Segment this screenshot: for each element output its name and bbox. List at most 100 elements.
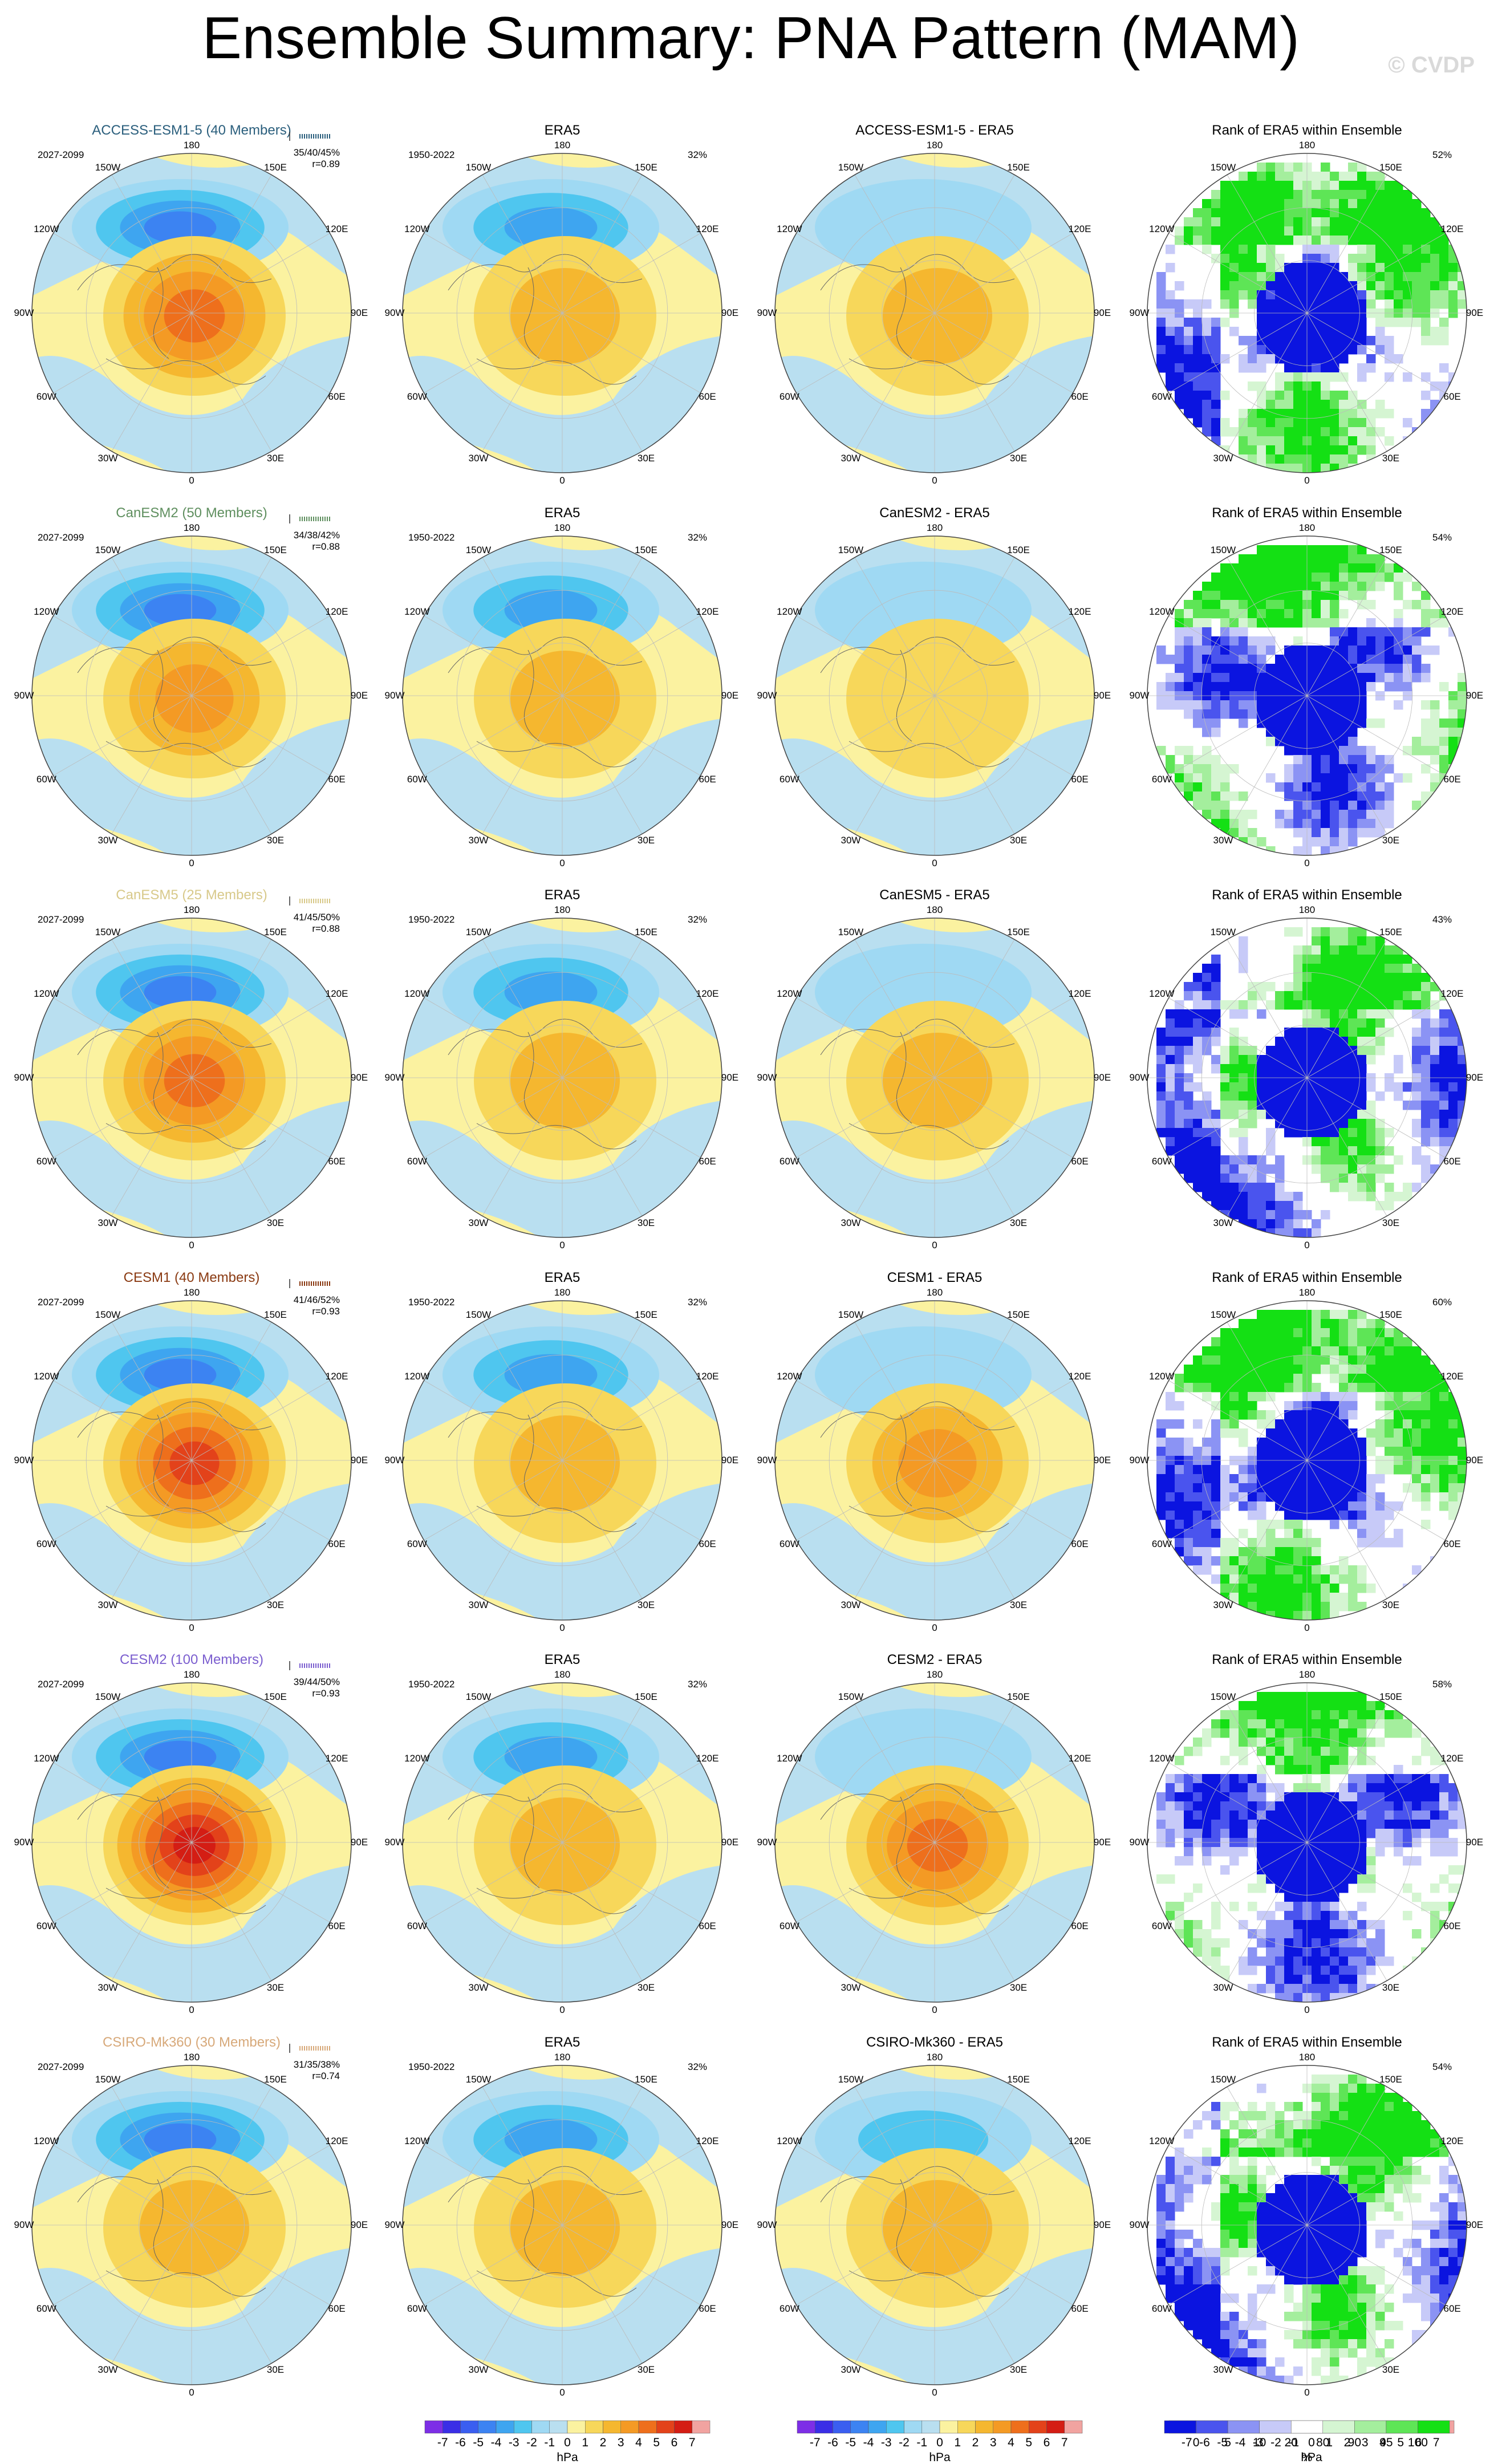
lon-label-30w: 30W	[834, 453, 868, 463]
lon-label-120w: 120W	[772, 989, 806, 998]
map-obs-row-6	[391, 2054, 733, 2396]
lon-label-0: 0	[174, 476, 209, 485]
lon-label-30w: 30W	[834, 1600, 868, 1610]
lon-label-30e: 30E	[629, 1218, 663, 1228]
lon-label-120e: 120E	[320, 2136, 354, 2146]
lon-label-150e: 150E	[629, 1692, 663, 1702]
hpa-colorbar-tick-label: -4	[489, 2437, 503, 2449]
map-model-row-6	[21, 2054, 363, 2396]
panel-title: CanESM5 - ERA5	[746, 887, 1123, 903]
hpa-colorbar-tick-label: 3	[987, 2437, 1000, 2449]
panel-title: CESM2 - ERA5	[746, 1652, 1123, 1668]
lon-label-60w: 60W	[1144, 2304, 1179, 2313]
map-model-row-5	[21, 1671, 363, 2014]
panel-title: ERA5	[374, 123, 750, 139]
lon-label-120e: 120E	[1435, 1371, 1469, 1381]
hpa-colorbar-tick-label: 0	[561, 2437, 574, 2449]
member-spread-glyph	[289, 513, 340, 525]
lon-label-60w: 60W	[400, 1921, 434, 1931]
pct-range-label: 31/35/38%	[277, 2060, 340, 2069]
pct-range-label: 41/46/52%	[277, 1295, 340, 1305]
lon-label-90e: 90E	[1085, 1455, 1119, 1465]
lon-label-150w: 150W	[91, 545, 125, 555]
lon-label-30e: 30E	[1001, 453, 1036, 463]
lon-label-120w: 120W	[1144, 607, 1179, 616]
lon-label-90e: 90E	[342, 2220, 376, 2230]
watermark: © CVDP	[1388, 52, 1475, 78]
hpa-colorbar-tick-label: -3	[879, 2437, 893, 2449]
lon-label-30e: 30E	[1374, 1600, 1408, 1610]
lon-label-0: 0	[545, 2005, 579, 2015]
lon-label-60w: 60W	[400, 2304, 434, 2313]
lon-label-30e: 30E	[629, 835, 663, 845]
lon-label-180: 180	[174, 1670, 209, 1679]
lon-label-150e: 150E	[1374, 2075, 1408, 2084]
lon-label-0: 0	[174, 1623, 209, 1633]
lon-label-90e: 90E	[342, 1837, 376, 1847]
lon-label-60e: 60E	[320, 392, 354, 401]
period-label: 2027-2099	[38, 1679, 84, 1689]
lon-label-120w: 120W	[29, 2136, 63, 2146]
lon-label-120e: 120E	[320, 1753, 354, 1763]
lon-label-60e: 60E	[1435, 392, 1469, 401]
lon-label-150w: 150W	[461, 1692, 496, 1702]
hpa-colorbar-tick-label: 3	[614, 2437, 628, 2449]
lon-label-0: 0	[1290, 858, 1324, 868]
pattern-corr-label: r=0.88	[277, 924, 340, 933]
lon-label-150w: 150W	[834, 927, 868, 937]
lon-label-150w: 150W	[1206, 2075, 1240, 2084]
lon-label-60e: 60E	[691, 1539, 725, 1549]
lon-label-0: 0	[918, 2005, 952, 2015]
lon-label-30e: 30E	[1374, 1218, 1408, 1228]
lon-label-150e: 150E	[629, 163, 663, 172]
hpa-colorbar-unit: hPa	[556, 2451, 579, 2463]
hpa-colorbar-tick-label: 7	[1058, 2437, 1071, 2449]
lon-label-180: 180	[1290, 905, 1324, 915]
panel-title: ERA5	[374, 1270, 750, 1286]
lon-label-150w: 150W	[1206, 1310, 1240, 1320]
lon-label-60w: 60W	[772, 392, 806, 401]
lon-label-60w: 60W	[1144, 774, 1179, 784]
lon-label-60e: 60E	[1435, 774, 1469, 784]
lon-label-60w: 60W	[1144, 1921, 1179, 1931]
lon-label-30w: 30W	[1206, 2365, 1240, 2374]
lon-label-30w: 30W	[91, 835, 125, 845]
lon-label-120e: 120E	[691, 607, 725, 616]
hpa-colorbar-tick-label: -4	[862, 2437, 875, 2449]
lon-label-90w: 90W	[750, 691, 784, 700]
lon-label-90w: 90W	[1122, 2220, 1156, 2230]
lon-label-60w: 60W	[772, 774, 806, 784]
lon-label-150e: 150E	[1374, 1692, 1408, 1702]
lon-label-30e: 30E	[1001, 2365, 1036, 2374]
lon-label-30e: 30E	[629, 453, 663, 463]
lon-label-150w: 150W	[91, 1310, 125, 1320]
map-obs-row-2	[391, 525, 733, 867]
lon-label-60e: 60E	[1435, 1539, 1469, 1549]
lon-label-30w: 30W	[91, 1983, 125, 1992]
lon-label-120w: 120W	[772, 1753, 806, 1763]
lon-label-150e: 150E	[1374, 163, 1408, 172]
obs-period-label: 1950-2022	[408, 533, 454, 542]
lon-label-90e: 90E	[713, 308, 747, 318]
lon-label-60e: 60E	[1435, 2304, 1469, 2313]
lon-label-0: 0	[918, 476, 952, 485]
lon-label-180: 180	[174, 1288, 209, 1297]
panel-title: ERA5	[374, 505, 750, 521]
map-rank-row-3	[1136, 907, 1478, 1249]
lon-label-150w: 150W	[1206, 1692, 1240, 1702]
period-label: 2027-2099	[38, 533, 84, 542]
obs-period-label: 1950-2022	[408, 2062, 454, 2072]
hpa-colorbar-tick-label: 6	[668, 2437, 681, 2449]
lon-label-120w: 120W	[772, 607, 806, 616]
rank-colorbar-tick-label: 80	[1312, 2437, 1334, 2449]
rank-colorbar-unit: %	[1296, 2451, 1318, 2463]
lon-label-120e: 120E	[1435, 224, 1469, 234]
hpa-colorbar-tick-label: -1	[915, 2437, 929, 2449]
map-obs-row-5	[391, 1671, 733, 2014]
lon-label-0: 0	[918, 1623, 952, 1633]
lon-label-0: 0	[1290, 1623, 1324, 1633]
lon-label-90w: 90W	[7, 1073, 41, 1082]
lon-label-0: 0	[174, 2005, 209, 2015]
lon-label-60w: 60W	[29, 2304, 63, 2313]
lon-label-120w: 120W	[29, 1753, 63, 1763]
